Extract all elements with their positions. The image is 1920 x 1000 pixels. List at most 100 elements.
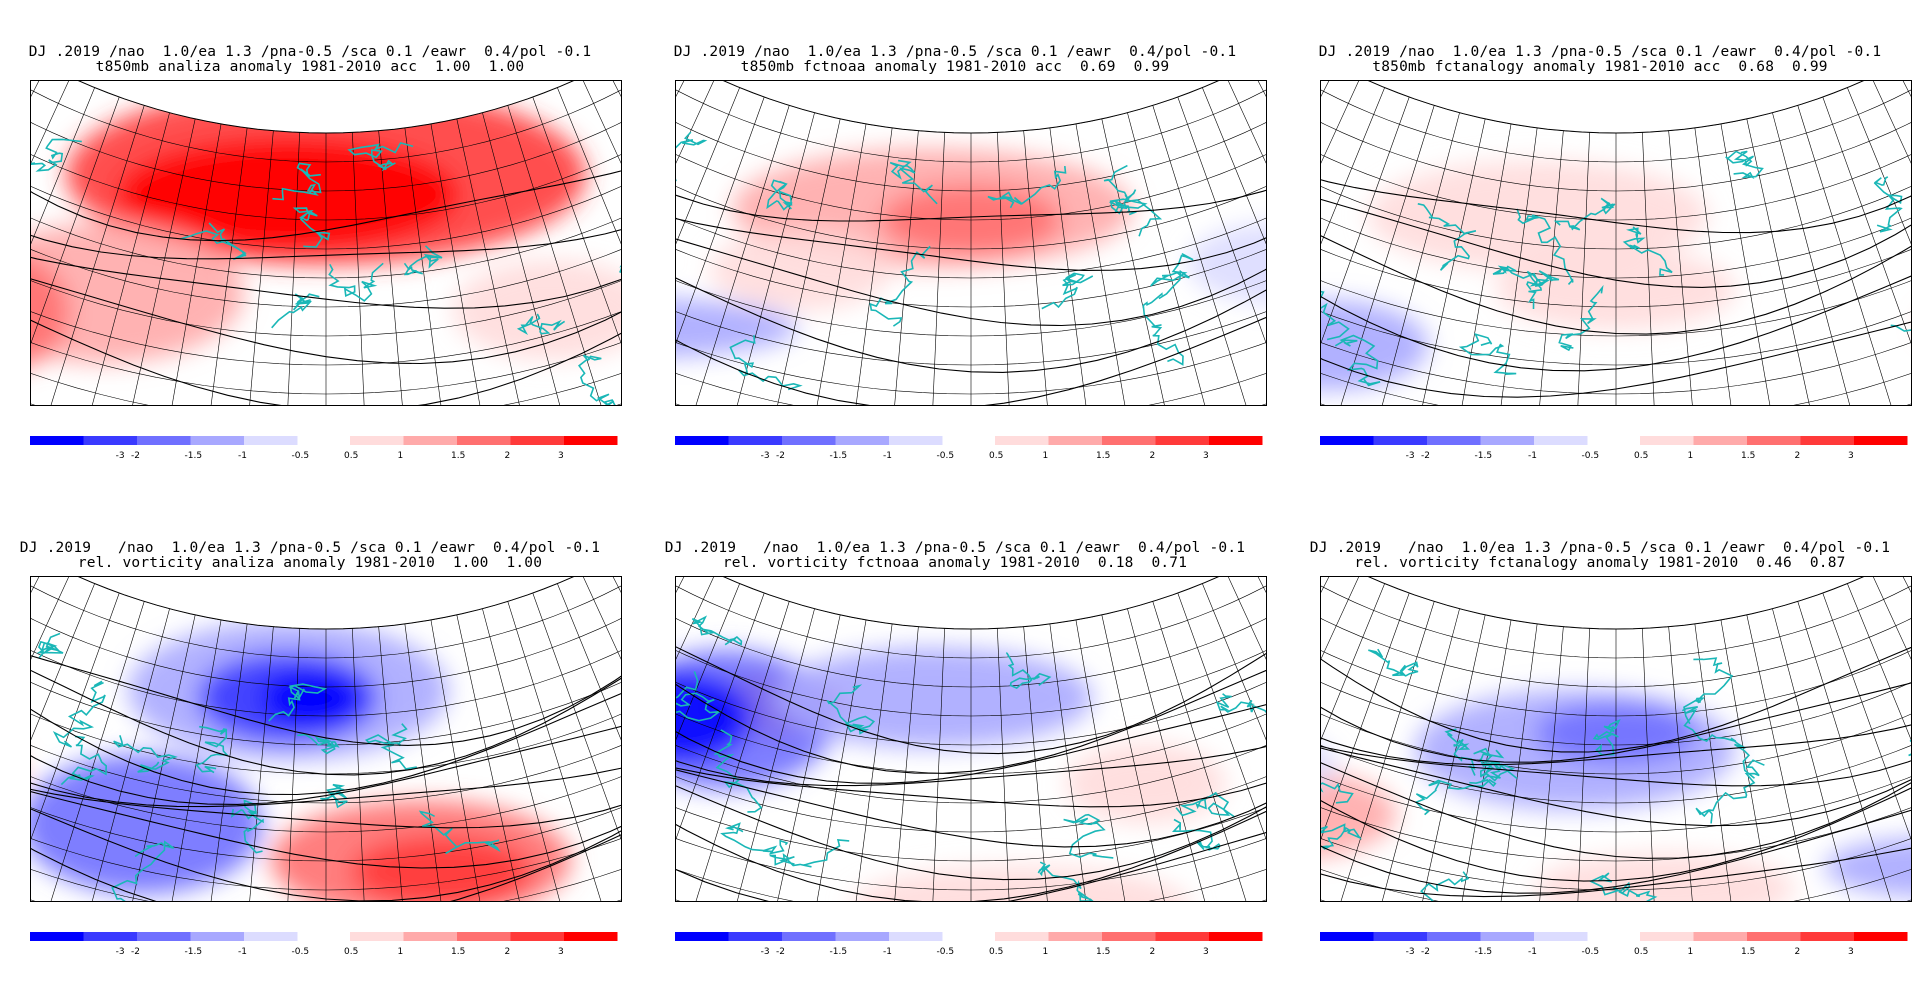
colorbar-swatch [728, 932, 782, 941]
colorbar-swatch [83, 932, 137, 941]
colorbar-swatch [1747, 932, 1801, 941]
panel-t850-fctanalogy: DJ .2019 /nao 1.0/ea 1.3 /pna-0.5 /sca 0… [1290, 44, 1912, 504]
colorbar-swatch [1693, 436, 1747, 445]
panel-title-line2: t850mb fctnoaa anomaly 1981-2010 acc 0.6… [740, 59, 1170, 75]
colorbar-label: 1.5 [1741, 947, 1755, 957]
colorbar-label: 1 [1043, 947, 1049, 957]
colorbar: -3 -2 -1.5 -1 -0.5 0.5 1 1.5 2 3 [675, 436, 1265, 466]
coastline [676, 615, 1266, 901]
colorbar-label: 3 [1203, 451, 1209, 461]
colorbar-label: -2 [131, 947, 140, 957]
colorbar-swatch [1048, 932, 1102, 941]
colorbar-label: 2 [505, 451, 511, 461]
colorbar-label: -1.5 [185, 451, 203, 461]
colorbar: -3 -2 -1.5 -1 -0.5 0.5 1 1.5 2 3 [1320, 436, 1910, 466]
colorbar-swatch [1800, 436, 1854, 445]
map-outline [1368, 577, 1864, 630]
colorbar-label: 1 [398, 947, 404, 957]
colorbar-label: -1 [883, 451, 892, 461]
shading-layer [676, 81, 1266, 405]
colorbar-label: 0.5 [344, 451, 358, 461]
colorbar-label: -3 [761, 451, 770, 461]
colorbar-label: -1.5 [1475, 451, 1493, 461]
coastline [36, 632, 501, 901]
map-outline [78, 81, 574, 134]
colorbar: -3 -2 -1.5 -1 -0.5 0.5 1 1.5 2 3 [30, 932, 620, 962]
colorbar-label: 3 [1848, 947, 1854, 957]
colorbar-swatch [1640, 436, 1694, 445]
colorbar-label: -2 [131, 451, 140, 461]
colorbar-label: 3 [1203, 947, 1209, 957]
colorbar-label: -1 [238, 451, 247, 461]
anomaly-map [30, 80, 622, 406]
contour-lines [676, 142, 1266, 405]
anomaly-shading [676, 297, 798, 358]
colorbar-label: -0.5 [1582, 451, 1600, 461]
colorbar-swatch [1854, 436, 1908, 445]
coastline [1321, 150, 1911, 387]
colorbar-label: 0.5 [989, 947, 1003, 957]
colorbar-label: -0.5 [1582, 947, 1600, 957]
colorbar-label: 0.5 [989, 451, 1003, 461]
colorbar-label: -2 [776, 451, 785, 461]
colorbar-swatch [1209, 932, 1263, 941]
colorbar-swatch [1320, 436, 1374, 445]
colorbar-swatch [190, 436, 244, 445]
colorbar-label: 1.5 [1741, 451, 1755, 461]
anomaly-shading [452, 259, 621, 360]
colorbar-label: -1.5 [830, 947, 848, 957]
colorbar-swatch [1693, 932, 1747, 941]
anomaly-shading [260, 670, 361, 727]
colorbar-swatch [1640, 932, 1694, 941]
panel-title-line2: rel. vorticity fctnoaa anomaly 1981-2010… [722, 555, 1188, 571]
colorbar-label: -2 [1421, 947, 1430, 957]
colorbar-swatch [1373, 932, 1427, 941]
contour-lines [1321, 606, 1911, 898]
colorbar-label: 0.5 [1634, 947, 1648, 957]
anomaly-shading [118, 139, 459, 250]
colorbar-label: -3 [1406, 947, 1415, 957]
colorbar-label: 2 [1150, 451, 1156, 461]
panel-title-line1: DJ .2019 /nao 1.0/ea 1.3 /pna-0.5 /sca 0… [673, 44, 1237, 60]
coastline [1321, 648, 1911, 901]
panel-title-line2: rel. vorticity analiza anomaly 1981-2010… [77, 555, 543, 571]
panel-title-line1: DJ .2019 /nao 1.0/ea 1.3 /pna-0.5 /sca 0… [1318, 44, 1882, 60]
shading-layer [31, 81, 621, 405]
colorbar-label: -3 [761, 947, 770, 957]
colorbar-swatch [244, 932, 298, 941]
colorbar-label: 3 [558, 451, 564, 461]
anomaly-shading [351, 836, 532, 901]
panel-title-line1: DJ .2019 /nao 1.0/ea 1.3 /pna-0.5 /sca 0… [1309, 540, 1891, 556]
colorbar-label: 1.5 [451, 947, 465, 957]
colorbar-label: -2 [1421, 451, 1430, 461]
colorbar-swatch [995, 932, 1049, 941]
contour-lines [31, 127, 621, 405]
colorbar-swatch [83, 436, 137, 445]
colorbar-swatch [889, 932, 943, 941]
colorbar-label: 1.5 [451, 451, 465, 461]
colorbar-label: -1 [1528, 451, 1537, 461]
colorbar-swatch [1427, 932, 1481, 941]
colorbar-swatch [1048, 436, 1102, 445]
colorbar-swatch [1480, 932, 1534, 941]
shading-layer [1321, 81, 1911, 405]
colorbar-label: -0.5 [937, 947, 955, 957]
colorbar-swatch [835, 932, 889, 941]
map-outline [1368, 81, 1864, 134]
colorbar-swatch [510, 436, 564, 445]
colorbar-label: -1.5 [1475, 947, 1493, 957]
colorbar-label: -0.5 [937, 451, 955, 461]
anomaly-shading [772, 647, 1093, 748]
colorbar-swatch [564, 932, 618, 941]
anomaly-shading [710, 230, 891, 311]
map-outline [78, 577, 574, 630]
colorbar-swatch [457, 436, 511, 445]
colorbar-swatch [889, 436, 943, 445]
panel-vorticity-fctnoaa: DJ .2019 /nao 1.0/ea 1.3 /pna-0.5 /sca 0… [645, 540, 1267, 1000]
colorbar-swatch [1480, 436, 1534, 445]
colorbar-swatch [564, 436, 618, 445]
colorbar-swatch [1155, 932, 1209, 941]
colorbar: -3 -2 -1.5 -1 -0.5 0.5 1 1.5 2 3 [30, 436, 620, 466]
map-outline [723, 81, 1219, 134]
colorbar-label: -0.5 [292, 451, 310, 461]
